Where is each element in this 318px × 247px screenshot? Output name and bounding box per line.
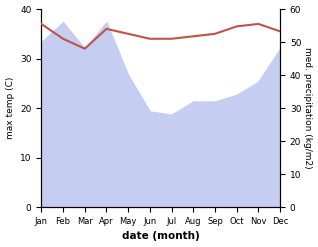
X-axis label: date (month): date (month) <box>122 231 200 242</box>
Y-axis label: max temp (C): max temp (C) <box>5 77 15 139</box>
Y-axis label: med. precipitation (kg/m2): med. precipitation (kg/m2) <box>303 47 313 169</box>
